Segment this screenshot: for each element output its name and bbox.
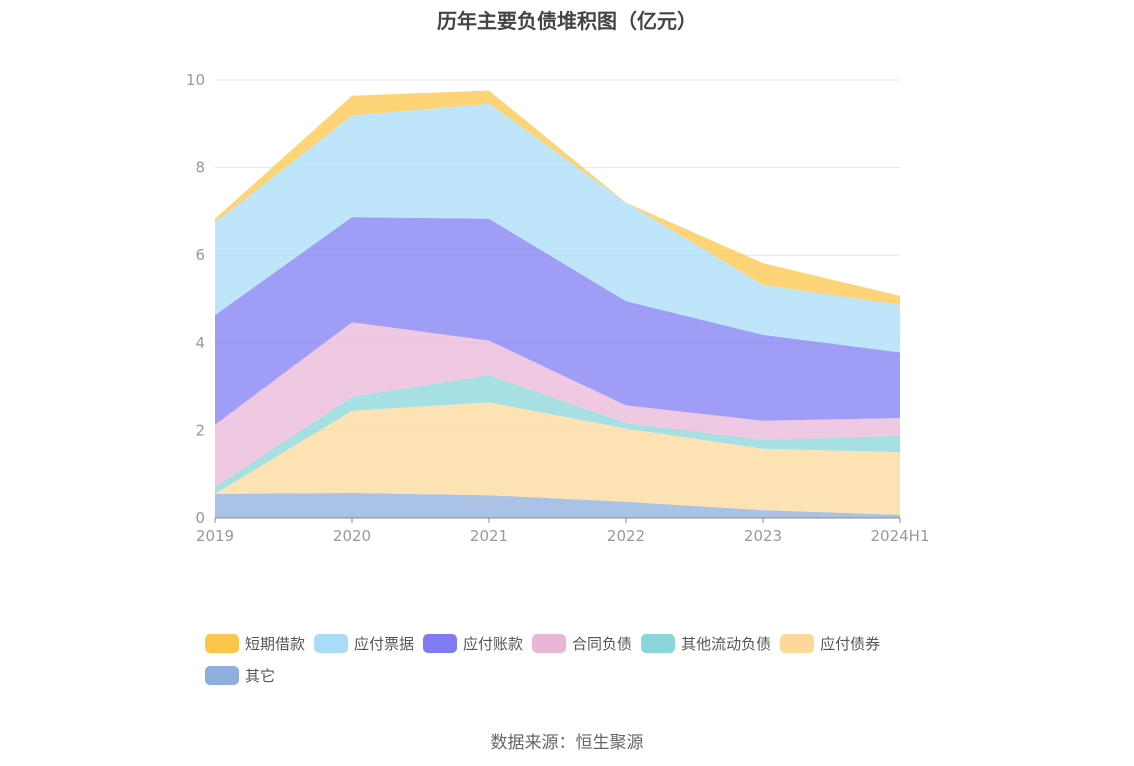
data-source: 数据来源：恒生聚源 [490, 733, 644, 753]
chart-title: 历年主要负债堆积图（亿元） [437, 9, 697, 33]
legend-item[interactable]: 应付票据 [314, 632, 414, 654]
legend-swatch [780, 633, 815, 653]
legend-swatch [205, 665, 239, 685]
legend-label: 应付账款 [463, 634, 524, 653]
area-应付票据[interactable] [215, 103, 900, 353]
legend-label: 短期借款 [245, 634, 306, 653]
x-tick-label: 2024H1 [871, 527, 930, 545]
x-tick-label: 2019 [196, 527, 234, 545]
legend-swatch [641, 633, 676, 653]
legend-item[interactable]: 合同负债 [532, 632, 632, 654]
legend-item[interactable]: 其他流动负债 [641, 632, 771, 654]
area-其他流动负债[interactable] [215, 375, 900, 494]
legend-label: 其他流动负债 [681, 634, 772, 653]
y-tick-label: 8 [195, 159, 205, 177]
y-tick-label: 0 [195, 509, 205, 527]
area-其它[interactable] [215, 493, 900, 518]
y-tick-label: 4 [195, 334, 205, 352]
y-tick-label: 2 [195, 421, 205, 439]
legend-swatch [205, 633, 239, 653]
y-tick-label: 6 [195, 246, 205, 264]
x-tick-label: 2022 [607, 527, 645, 545]
legend: 短期借款 应付票据 应付账款 合同负债 其他流动负债 应付债券其它 [205, 632, 965, 696]
area-合同负债[interactable] [215, 322, 900, 487]
legend-label: 应付票据 [354, 634, 415, 653]
area-应付债券[interactable] [215, 402, 900, 515]
x-tick-label: 2023 [744, 527, 782, 545]
legend-item[interactable]: 短期借款 [205, 632, 305, 654]
legend-label: 其它 [245, 666, 276, 685]
area-应付账款[interactable] [215, 217, 900, 425]
legend-swatch [314, 633, 349, 653]
area-短期借款[interactable] [215, 90, 900, 305]
axes: 0 2 4 6 8 10 2019 2020 2021 2022 2023 2024H1 [186, 71, 930, 545]
legend-label: 应付债券 [820, 634, 881, 653]
x-tick-label: 2020 [333, 527, 371, 545]
legend-swatch [532, 633, 567, 653]
area-series[interactable] [215, 90, 900, 519]
legend-label: 合同负债 [572, 634, 633, 653]
legend-item[interactable]: 应付债券 [780, 632, 880, 654]
legend-item[interactable]: 应付账款 [423, 632, 523, 654]
legend-swatch [423, 633, 458, 653]
legend-item[interactable]: 其它 [205, 664, 275, 686]
y-tick-label: 10 [186, 71, 205, 89]
x-tick-label: 2021 [470, 527, 508, 545]
